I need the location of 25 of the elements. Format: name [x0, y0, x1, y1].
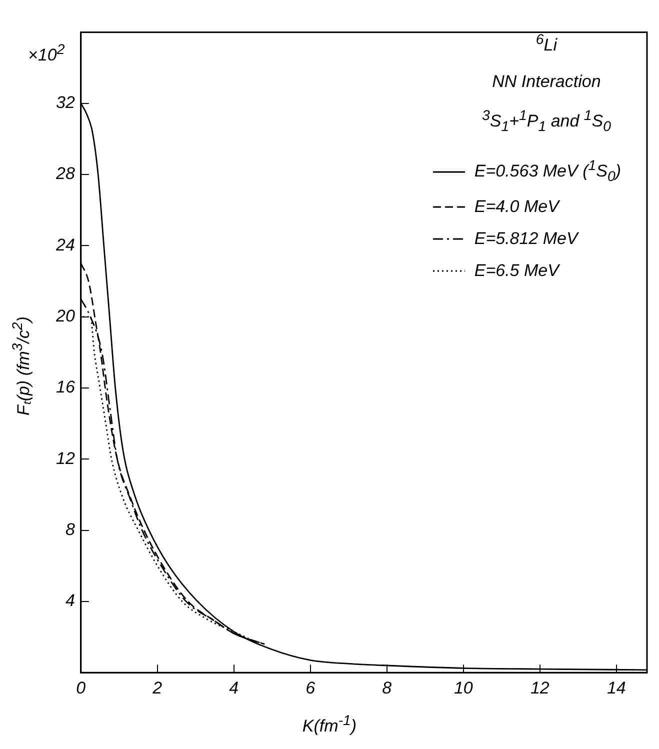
x-tick-label: 10 — [454, 678, 474, 698]
x-axis-title: K(fm$^{-1}$) — [301, 713, 358, 737]
annotation: $^{6}$Li — [536, 32, 558, 56]
y-tick-label: 16 — [56, 378, 76, 397]
legend-label: E=6.5 MeV — [474, 261, 559, 282]
x-tick-label: 4 — [229, 678, 239, 698]
x-tick-label: 8 — [382, 678, 392, 698]
y-tick-label: 12 — [56, 448, 76, 468]
x-tick-label: 2 — [152, 678, 163, 698]
text: ×10$^{2}$ — [28, 42, 65, 66]
legend-label: E=5.812 MeV — [474, 229, 578, 250]
y-tick-label: 32 — [56, 93, 76, 112]
x-tick-label: 0 — [76, 678, 86, 698]
y-tick-label: 20 — [54, 306, 76, 326]
y-tick-label: 24 — [54, 235, 75, 254]
legend-label: E=0.563 MeV ($^{1}$S$_{0}$) — [474, 158, 621, 186]
y-tick-label: 28 — [54, 164, 76, 184]
x-tick-label: 6 — [306, 678, 316, 698]
text: $^{3}$S$_{1}$+$^{1}$P$_{1}$ and $^{1}$S$_{0}$ — [482, 108, 611, 135]
y-tick-label: 4 — [65, 591, 75, 610]
x-tick-label: 14 — [606, 678, 626, 698]
annotation: NN Interaction — [492, 72, 601, 92]
legend-label: E=4.0 MeV — [474, 197, 559, 218]
x-tick-label: 12 — [530, 678, 550, 698]
y-tick-label: 8 — [65, 520, 76, 540]
